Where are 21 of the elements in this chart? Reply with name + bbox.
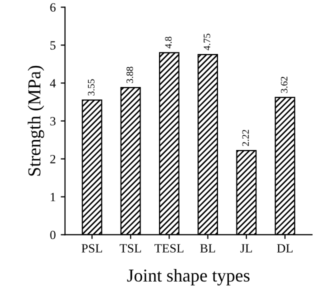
- data-label: 2.22: [242, 130, 249, 146]
- x-tick-label: TSL: [120, 244, 141, 253]
- data-label: 4.75: [204, 34, 210, 50]
- x-tick-label: JL: [240, 244, 252, 253]
- y-tick-label: 1: [50, 192, 56, 202]
- y-tick-label: 2: [50, 154, 56, 164]
- x-axis-title: Joint shape types: [127, 268, 250, 286]
- x-tick-label: PSL: [82, 244, 102, 253]
- y-tick-label: 4: [50, 79, 56, 88]
- y-tick-label: 0: [50, 230, 56, 240]
- y-tick-label: 6: [50, 3, 56, 12]
- x-tick-label: BL: [200, 244, 216, 252]
- y-tick-label: 5: [50, 41, 56, 50]
- data-label: 4.8: [165, 36, 172, 48]
- x-tick-label: DL: [277, 244, 293, 252]
- y-axis-title: Strength (MPa): [28, 66, 44, 176]
- data-label: 3.88: [126, 66, 134, 83]
- data-label: 3.55: [88, 79, 94, 96]
- y-tick-label: 3: [50, 117, 56, 126]
- x-tick-label: TESL: [154, 244, 184, 253]
- data-label: 3.62: [280, 76, 288, 93]
